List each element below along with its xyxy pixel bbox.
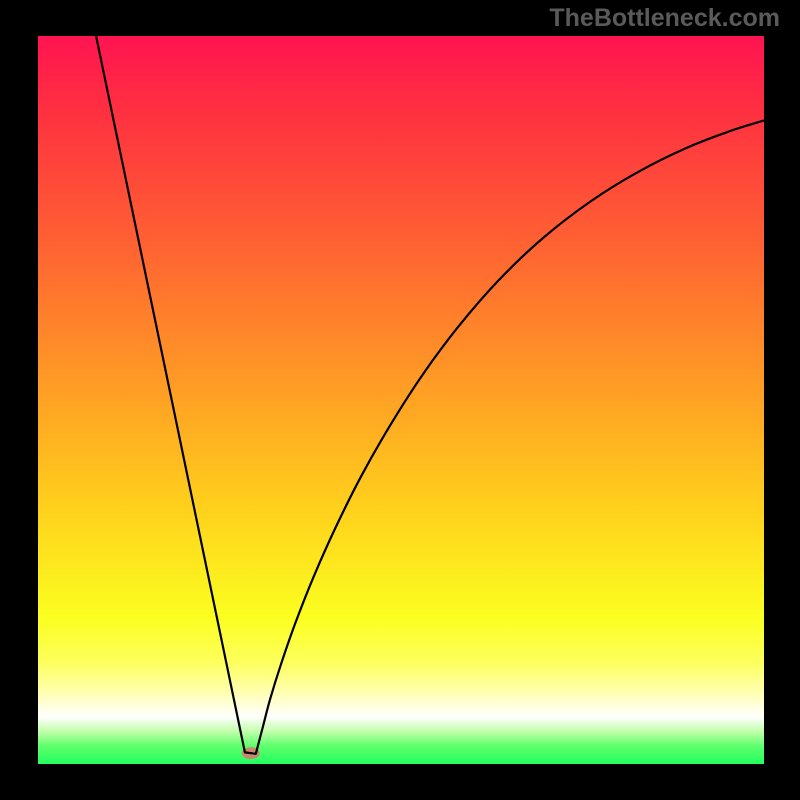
chart-background-gradient	[38, 36, 764, 764]
chart-plot-area	[38, 36, 764, 764]
bottleneck-chart-svg	[38, 36, 764, 764]
watermark-text: TheBottleneck.com	[549, 4, 780, 33]
